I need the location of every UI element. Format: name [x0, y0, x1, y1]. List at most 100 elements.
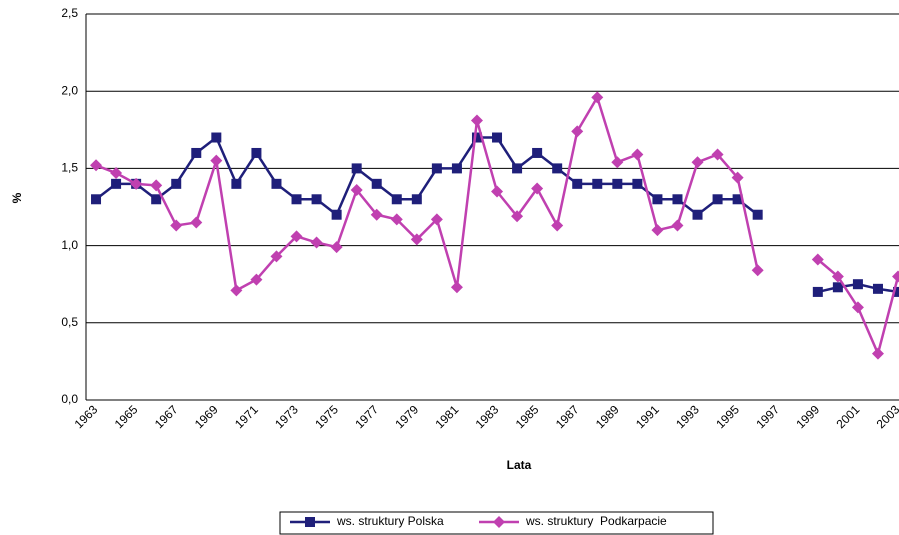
point	[511, 210, 524, 223]
point	[130, 177, 143, 190]
point	[611, 156, 624, 169]
legend-label: ws. struktury Polska	[336, 514, 444, 528]
x-tick-label: 2003	[874, 402, 899, 431]
x-tick-label: 1991	[633, 402, 662, 431]
legend-marker	[493, 516, 505, 528]
point	[551, 219, 564, 232]
point	[711, 148, 724, 161]
y-tick-label: 2,5	[61, 6, 78, 20]
point	[872, 283, 883, 294]
x-tick-label: 1973	[272, 402, 301, 431]
point	[291, 194, 302, 205]
point	[231, 178, 242, 189]
point	[331, 209, 342, 220]
legend-label: ws. struktury Podkarpacie	[525, 514, 667, 528]
point	[90, 159, 103, 172]
point	[270, 250, 283, 263]
point	[470, 114, 483, 127]
x-tick-label: 1971	[232, 402, 261, 431]
point	[150, 179, 163, 192]
point	[410, 233, 423, 246]
x-tick-label: 1977	[352, 402, 381, 431]
point	[450, 281, 463, 294]
point	[91, 194, 102, 205]
point	[532, 147, 543, 158]
point	[492, 132, 503, 143]
point	[171, 178, 182, 189]
point	[692, 209, 703, 220]
y-tick-label: 0,5	[61, 315, 78, 329]
y-tick-label: 1,5	[61, 161, 78, 175]
point	[691, 156, 704, 169]
x-tick-label: 1983	[473, 402, 502, 431]
point	[271, 178, 282, 189]
point	[430, 213, 443, 226]
point	[512, 163, 523, 174]
point	[571, 125, 584, 138]
point	[731, 171, 744, 184]
x-tick-label: 1975	[312, 402, 341, 431]
point	[390, 213, 403, 226]
x-tick-label: 1985	[513, 402, 542, 431]
point	[210, 154, 223, 167]
x-tick-label: 1969	[192, 402, 221, 431]
x-tick-label: 1967	[152, 402, 181, 431]
point	[631, 148, 644, 161]
point	[350, 184, 363, 197]
point	[311, 194, 322, 205]
point	[612, 178, 623, 189]
point	[712, 194, 723, 205]
point	[672, 194, 683, 205]
point	[230, 284, 243, 297]
point	[151, 194, 162, 205]
point	[351, 163, 362, 174]
point	[632, 178, 643, 189]
point	[190, 216, 203, 229]
point	[892, 270, 899, 283]
point	[893, 286, 899, 297]
point	[451, 163, 462, 174]
legend-marker	[305, 517, 315, 527]
point	[851, 301, 864, 314]
x-tick-label: 1993	[673, 402, 702, 431]
x-tick-label: 1965	[112, 402, 141, 431]
point	[831, 270, 844, 283]
x-tick-label: 1997	[753, 402, 782, 431]
point	[652, 194, 663, 205]
point	[592, 178, 603, 189]
point	[310, 236, 323, 249]
series-line	[95, 94, 759, 293]
x-tick-label: 1987	[553, 402, 582, 431]
point	[250, 273, 263, 286]
point	[110, 167, 123, 180]
point	[812, 286, 823, 297]
y-tick-label: 0,0	[61, 392, 78, 406]
point	[251, 147, 262, 158]
point	[431, 163, 442, 174]
point	[591, 91, 604, 104]
point	[732, 194, 743, 205]
point	[671, 219, 684, 232]
point	[752, 209, 763, 220]
x-tick-label: 1981	[433, 402, 462, 431]
x-tick-label: 1999	[793, 402, 822, 431]
x-tick-label: 1963	[72, 402, 101, 431]
point	[290, 230, 303, 243]
point	[191, 147, 202, 158]
point	[330, 241, 343, 254]
point	[170, 219, 183, 232]
point	[552, 163, 563, 174]
point	[572, 178, 583, 189]
y-tick-label: 1,0	[61, 238, 78, 252]
x-tick-label: 1979	[392, 402, 421, 431]
x-axis-label: Lata	[507, 458, 532, 472]
point	[852, 279, 863, 290]
point	[871, 347, 884, 360]
x-tick-label: 1989	[593, 402, 622, 431]
point	[371, 178, 382, 189]
point	[370, 208, 383, 221]
point	[111, 178, 122, 189]
y-tick-label: 2,0	[61, 83, 78, 97]
